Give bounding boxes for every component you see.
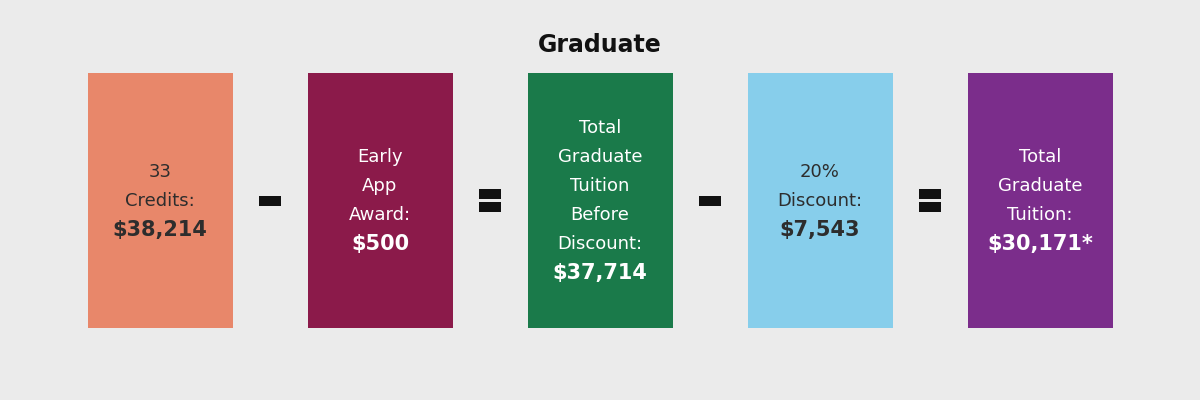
Text: Discount:: Discount: [558, 235, 642, 253]
Text: $7,543: $7,543 [780, 220, 860, 240]
FancyBboxPatch shape [698, 196, 721, 206]
Text: Graduate: Graduate [558, 148, 642, 166]
Text: Before: Before [570, 206, 630, 224]
Text: Credits:: Credits: [125, 192, 194, 210]
FancyBboxPatch shape [919, 189, 941, 199]
Text: Total: Total [578, 119, 622, 137]
Text: App: App [362, 177, 397, 195]
Text: $30,171*: $30,171* [988, 234, 1093, 254]
Text: Total: Total [1019, 148, 1061, 166]
Text: 20%: 20% [800, 162, 840, 180]
Text: Early: Early [358, 148, 403, 166]
Text: 33: 33 [149, 162, 172, 180]
FancyBboxPatch shape [919, 202, 941, 212]
FancyBboxPatch shape [748, 73, 893, 328]
FancyBboxPatch shape [967, 73, 1112, 328]
FancyBboxPatch shape [307, 73, 452, 328]
Text: Discount:: Discount: [778, 192, 863, 210]
FancyBboxPatch shape [259, 196, 281, 206]
Text: $38,214: $38,214 [113, 220, 208, 240]
Text: $500: $500 [350, 234, 409, 254]
FancyBboxPatch shape [479, 202, 502, 212]
FancyBboxPatch shape [88, 73, 233, 328]
Text: Graduate: Graduate [538, 33, 662, 57]
Text: Tuition: Tuition [570, 177, 630, 195]
FancyBboxPatch shape [528, 73, 672, 328]
FancyBboxPatch shape [479, 189, 502, 199]
Text: Tuition:: Tuition: [1007, 206, 1073, 224]
Text: Graduate: Graduate [997, 177, 1082, 195]
Text: Award:: Award: [349, 206, 412, 224]
Text: $37,714: $37,714 [552, 263, 648, 283]
